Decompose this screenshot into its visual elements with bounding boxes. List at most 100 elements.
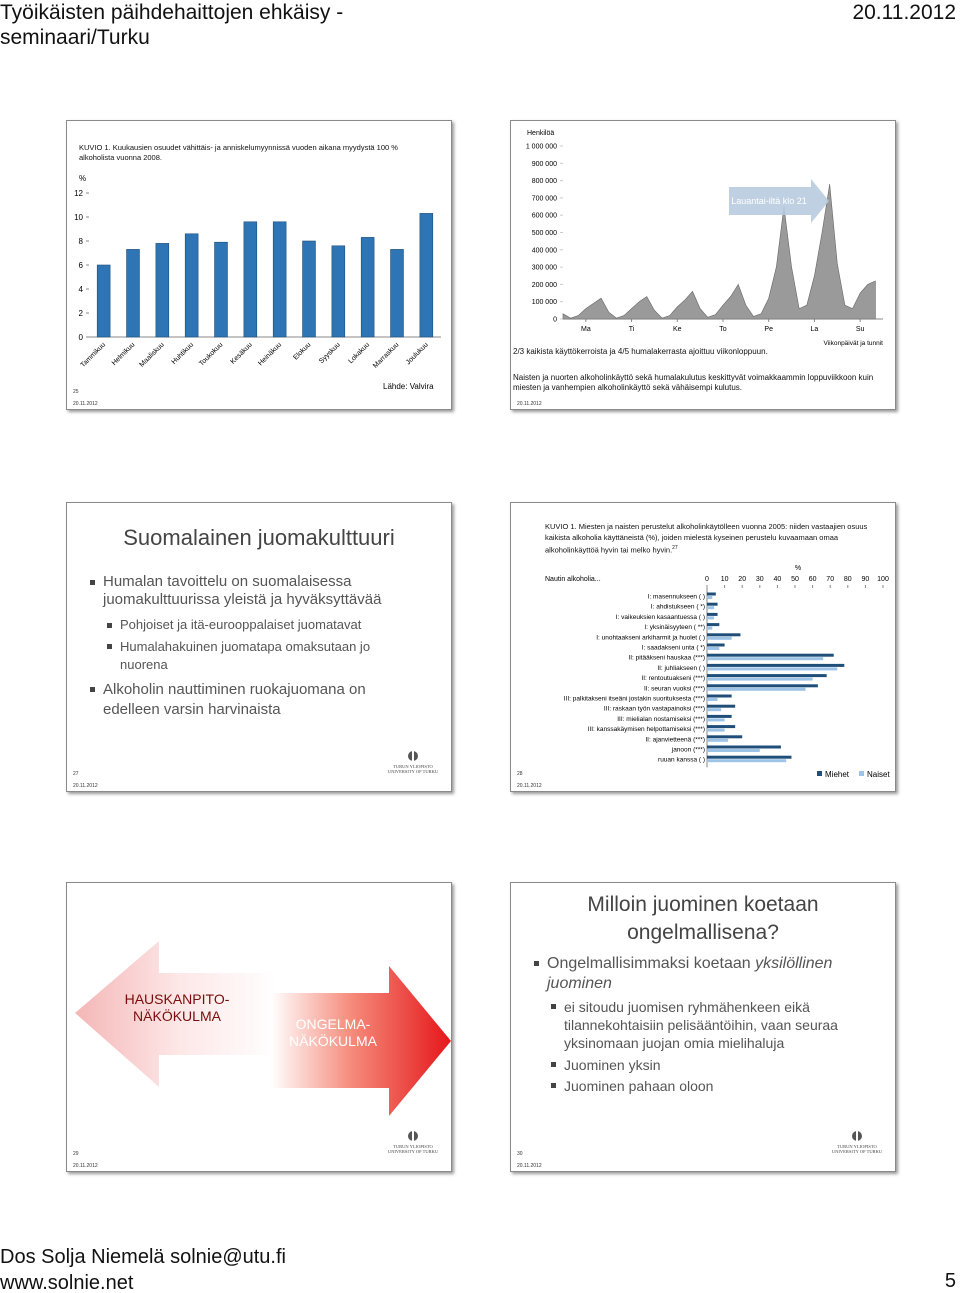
category-label: II: juhliakseen ( ) [657,665,705,672]
y-tick-label: 500 000 [532,230,557,237]
bar [707,745,781,749]
label-line: HAUSKANPITO- [124,991,230,1007]
x-tick-label: 20 [738,576,746,583]
chart: % Nautin alkoholia... 0 10 20 30 40 50 60 70 80 90 1… [545,565,890,779]
note: 2/3 kaikista käyttökerroista ja 4/5 huma… [513,347,768,356]
logo-icon [408,1131,418,1141]
chart: % 0 2 4 6 8 10 12 Tammikuu Helmikuu Maaliskuu Huhti… [74,174,441,391]
bar [707,735,743,739]
y-tick-label: 400 000 [532,247,557,254]
slide: % Nautin alkoholia... 0 10 20 30 40 50 60 70 80 90 1… [510,502,896,792]
slide: HAUSKANPITO- NÄKÖKULMA ONGELMA- NÄKÖKULMA … [66,882,452,1172]
x-tick-label: 100 [877,576,889,583]
chart-title: KUVIO 1. Kuukausien osuudet vähittäis- j… [79,143,398,162]
x-tick-label: 80 [844,576,852,583]
category-label: I: yksinäisyyteen ( **) [644,624,705,631]
y-tick-label: 700 000 [532,195,557,202]
bullet: Ongelmallisimmaksi koetaan yksilöllinen … [534,954,867,994]
category-label: I: ahdistukseen ( *) [651,604,705,611]
slide-date: 20.11.2012 [517,783,542,789]
bar [707,667,838,671]
logo: TURUN YLIOPISTO UNIVERSITY OF TURKU [381,749,445,774]
arrow-right [271,966,451,1116]
bar [707,725,736,729]
x-tick-label: 60 [809,576,817,583]
source: Lähde: Valvira [383,382,434,391]
logo: TURUN YLIOPISTO UNIVERSITY OF TURKU [381,1129,445,1154]
bar [126,249,140,338]
slide: Suomalainen juomakulttuuri Humalan tavoi… [66,502,452,792]
x-tick-label: 0 [705,576,709,583]
x-tick-label: 30 [756,576,764,583]
bar [707,653,834,657]
slide-date: 20.11.2012 [73,1163,98,1169]
logo-text: TURUN YLIOPISTO [837,1144,877,1149]
legend-swatch [817,771,822,776]
sub-bullet: Juominen pahaan oloon [550,1078,714,1094]
x-tick-label: Toukokuu [198,341,224,367]
bar [707,755,792,759]
bar [707,663,845,667]
bar [331,245,346,338]
axis-label: % [795,565,801,572]
bar [707,623,720,627]
x-tick-label: Helmikuu [111,341,137,367]
bar [707,612,718,616]
bar [155,243,170,338]
x-tick-label: Maaliskuu [139,341,166,368]
x-tick-label: Syyskuu [318,341,342,365]
y-tick-label: 4 [79,285,84,294]
annotation: Lauantai-iltä klo 21 [731,196,807,206]
x-tick-label: Elokuu [292,341,312,361]
category-label: II: seuran vuoksi (***) [644,685,705,692]
category-label: II: ajanvietteenä (***) [645,736,705,743]
bullet: Humalan tavoittelu on suomalaisessa juom… [90,573,433,609]
chart-title: KUVIO 1. Miesten ja naisten perustelut a… [545,521,890,556]
bar [707,592,716,596]
slide-title: Milloin juominen koetaan ongelmallisena? [511,891,895,947]
logo-text: TURUN YLIOPISTO [393,1144,433,1149]
x-tick-label: 10 [721,576,729,583]
category-label: III: kanssakäymisen helpottamiseksi (***… [588,726,705,733]
slide-number: 29 [73,1151,79,1157]
y-tick-label: 600 000 [532,213,557,220]
bar [707,759,787,763]
axis-label: Viikonpäivät ja tunnit [823,340,883,347]
bar [707,704,736,708]
bar [707,698,718,701]
y-tick-label: 10 [74,213,83,222]
y-tick-label: 800 000 [532,178,557,185]
x-tick-label: 70 [826,576,834,583]
bar [707,606,715,610]
bar [707,714,732,718]
title-ref: 27 [672,545,678,551]
slide-number: 27 [73,771,79,777]
bar [419,213,434,338]
category-label: II: pitääkseni hauskaa (***) [628,655,705,662]
bar [707,718,725,722]
y-tick-label: 300 000 [532,265,557,272]
legend-label: Miehet [825,770,850,779]
right-label: ONGELMA- NÄKÖKULMA [273,1016,393,1050]
legend-label: Naiset [867,770,890,779]
logo-text: UNIVERSITY OF TURKU [831,1149,883,1154]
category-label: I: unohtaakseni arkiharmit ja huolet ( ) [596,634,705,641]
slide-date: 20.11.2012 [517,1163,542,1169]
footer-line: Dos Solja Niemelä solnie@utu.fi [0,1246,286,1268]
footer: Dos Solja Niemelä solnie@utu.fi www.soln… [0,1244,286,1293]
bullet: Alkoholin nauttiminen ruokajuomana on ed… [90,680,423,720]
label-line: ONGELMA- [295,1016,371,1032]
slide-number: 30 [517,1151,523,1157]
x-tick-label: Huhtikuu [171,341,196,366]
bar [707,636,732,640]
category-label: II: rentoutuakseni (***) [641,675,705,682]
x-tick-label: Tammikuu [80,341,108,369]
annotation-arrow [729,179,829,223]
y-tick-label: 0 [553,317,557,324]
logo-text: UNIVERSITY OF TURKU [387,1149,439,1154]
bar [707,633,741,637]
bar [707,596,713,599]
slide-number: 25 [73,389,79,395]
category-label: janoon (***) [671,747,705,754]
